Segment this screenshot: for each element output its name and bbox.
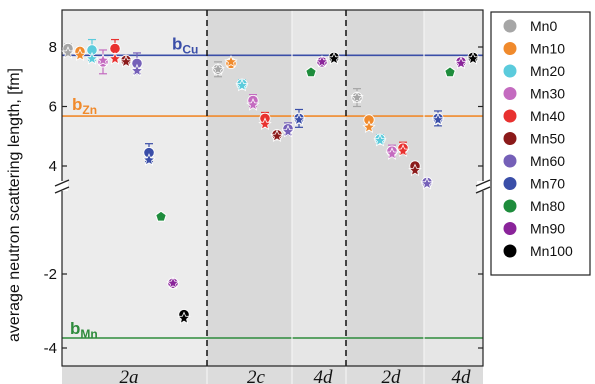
star-2a-mn60 xyxy=(130,63,144,77)
svg-text:Mn30: Mn30 xyxy=(530,86,565,102)
legend-item-mn20: Mn20 xyxy=(503,63,565,79)
y-axis-label: average neutron scattering length, [fm] xyxy=(6,68,23,342)
star-2d-mn70 xyxy=(431,112,445,126)
legend-item-mn0: Mn0 xyxy=(503,18,557,34)
y-tick-label-3: -2 xyxy=(44,266,57,283)
legend-item-mn10: Mn10 xyxy=(503,41,565,57)
star-2d-mn20 xyxy=(373,133,387,147)
section-label-2a-0: 2a xyxy=(120,367,139,384)
star-4d-mn90 xyxy=(454,56,468,70)
star-2c-mn60 xyxy=(281,124,295,138)
star-2c-mn30 xyxy=(246,97,260,111)
data-points-layer xyxy=(61,38,480,325)
y-tick-label-4: -4 xyxy=(44,340,57,357)
star-2c-mn10 xyxy=(224,54,238,68)
star-2d-mn10 xyxy=(362,120,376,134)
legend-item-mn30: Mn30 xyxy=(503,86,565,102)
y-tick-label-2: 4 xyxy=(49,158,57,175)
svg-text:Mn100: Mn100 xyxy=(530,243,573,259)
svg-text:Mn80: Mn80 xyxy=(530,198,565,214)
point-4d-mn80 xyxy=(305,66,317,78)
star-4d-mn100 xyxy=(327,51,341,65)
section-shading-3 xyxy=(346,10,424,366)
legend-item-mn50: Mn50 xyxy=(503,131,565,147)
section-label-2c-1: 2c xyxy=(247,367,266,384)
star-2c-mn40 xyxy=(258,117,272,131)
section-label-strip xyxy=(62,366,483,384)
star-2d-mn30 xyxy=(385,147,399,160)
section-label-4d-2: 4d xyxy=(314,367,334,384)
svg-text:Mn0: Mn0 xyxy=(530,18,557,34)
svg-text:Mn50: Mn50 xyxy=(530,131,565,147)
svg-text:Mn60: Mn60 xyxy=(530,153,565,169)
star-2d-mn40 xyxy=(396,144,410,157)
star-2a-mn100 xyxy=(177,311,191,325)
y-tick-label-1: 6 xyxy=(49,99,57,116)
legend-item-mn80: Mn80 xyxy=(503,198,565,214)
star-2c-mn0 xyxy=(211,62,225,76)
star-2d-mn50 xyxy=(408,163,422,177)
legend: Mn0 Mn10 Mn20 Mn30 Mn40 Mn50 Mn60 Mn70 Mn80 Mn90 M… xyxy=(490,11,591,276)
y-tick-label-0: 8 xyxy=(49,39,57,56)
axis-break-left xyxy=(54,179,70,194)
svg-text:Mn90: Mn90 xyxy=(530,221,565,237)
legend-item-mn60: Mn60 xyxy=(503,153,565,169)
star-4d-mn100 xyxy=(466,51,480,65)
svg-text:Mn40: Mn40 xyxy=(530,108,565,124)
svg-text:Mn10: Mn10 xyxy=(530,41,565,57)
legend-item-mn70: Mn70 xyxy=(503,176,565,192)
star-4d-mn90 xyxy=(315,54,329,68)
star-2c-mn20 xyxy=(235,78,249,92)
star-2a-mn20 xyxy=(85,51,99,65)
svg-text:Mn20: Mn20 xyxy=(530,63,565,79)
star-2d-mn60 xyxy=(420,176,434,190)
section-label-4d-4: 4d xyxy=(452,367,472,384)
axis-break-right xyxy=(475,179,491,194)
section-label-2d-3: 2d xyxy=(382,367,402,384)
section-shading-2 xyxy=(292,10,346,366)
point-4d-mn80 xyxy=(444,66,456,78)
legend-item-mn40: Mn40 xyxy=(503,108,565,124)
section-shading-1 xyxy=(207,10,292,366)
legend-item-mn90: Mn90 xyxy=(503,221,565,237)
star-2a-mn90 xyxy=(166,276,180,289)
star-2c-mn50 xyxy=(270,129,284,142)
section-shading-layer xyxy=(62,10,483,384)
star-2a-mn40 xyxy=(108,51,122,65)
star-2a-mn50 xyxy=(119,54,133,68)
point-2a-mn80 xyxy=(155,210,167,222)
section-dividers-layer xyxy=(206,10,425,384)
legend-item-mn100: Mn100 xyxy=(503,243,573,259)
star-2c-mn70 xyxy=(292,112,306,126)
y-axis: 8 6 4 -2 -4 xyxy=(44,9,491,367)
star-2a-mn10 xyxy=(73,48,87,62)
section-labels-layer: 2a 2c 4d 2d 4d xyxy=(120,367,472,384)
star-2a-mn0 xyxy=(61,45,75,59)
star-2a-mn30 xyxy=(96,53,110,67)
section-shading-4 xyxy=(424,10,483,366)
star-2d-mn0 xyxy=(350,90,364,104)
star-2a-mn70 xyxy=(142,153,156,166)
svg-text:Mn70: Mn70 xyxy=(530,176,565,192)
